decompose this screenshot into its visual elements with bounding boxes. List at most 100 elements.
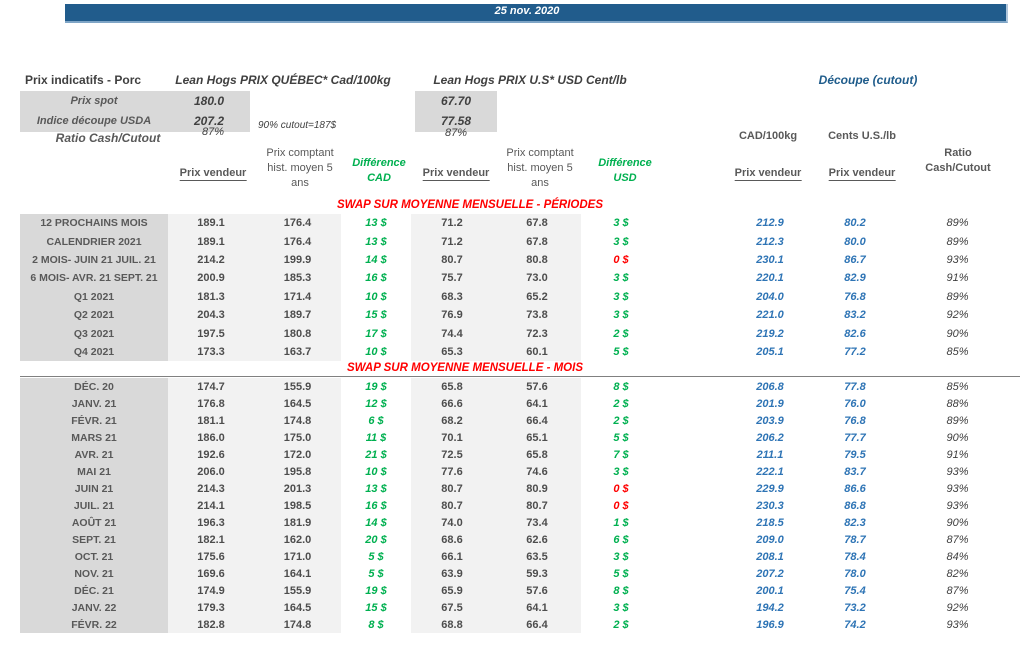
ratio-us-value: 87% [444, 127, 468, 139]
row-label: DÉC. 20 [20, 378, 168, 395]
hist-moyen-cad: 176.4 [254, 232, 341, 251]
hist-moyen-cad: 201.3 [254, 480, 341, 497]
hist-moyen-usd: 57.6 [493, 582, 581, 599]
hist-moyen-cad: 176.4 [254, 214, 341, 233]
cutout-cad: 220.1 [756, 272, 784, 285]
ratio-cash-cutout: 93% [946, 253, 969, 266]
difference-usd: 6 $ [613, 533, 629, 546]
ratio-quebec-value: 87% [201, 126, 225, 138]
difference-usd: 5 $ [613, 345, 629, 358]
prix-vendeur-cad: 196.3 [168, 514, 254, 531]
difference-cad: 13 $ [365, 217, 387, 230]
prix-vendeur-cad: 186.0 [168, 429, 254, 446]
prix-vendeur-usd: 80.7 [411, 250, 493, 270]
swap-periodes-table: 12 PROCHAINS MOIS 189.1 176.4 13 $ 71.2 67.8 3… [20, 214, 1020, 362]
hist-moyen-usd: 73.4 [493, 514, 581, 531]
spacer [661, 343, 725, 361]
cutout-cad: 230.1 [756, 253, 784, 266]
hist-moyen-cad: 155.9 [254, 582, 341, 599]
cutout-usd: 80.2 [844, 217, 866, 230]
difference-usd: 3 $ [613, 235, 629, 248]
hist-moyen-usd: 66.4 [493, 412, 581, 429]
hist-moyen-usd: 64.1 [493, 395, 581, 412]
prix-vendeur-usd: 66.6 [411, 395, 493, 412]
usda-us-value: 77.58 [440, 114, 472, 128]
difference-usd: 2 $ [613, 397, 629, 410]
prix-vendeur-cad: 192.6 [168, 446, 254, 463]
hist-moyen-cad: 171.4 [254, 287, 341, 306]
cutout-usd: 77.2 [844, 345, 866, 358]
hist-moyen-usd: 74.6 [493, 463, 581, 480]
col-hist-cad: Prix comptant hist. moyen 5 ans [266, 147, 334, 189]
difference-cad: 5 $ [368, 550, 384, 563]
cutout-cad: 194.2 [756, 601, 784, 614]
hist-moyen-cad: 198.5 [254, 497, 341, 514]
hist-moyen-usd: 65.8 [493, 446, 581, 463]
difference-cad: 17 $ [365, 327, 387, 340]
prix-vendeur-usd: 65.9 [411, 582, 493, 599]
hist-moyen-cad: 189.7 [254, 305, 341, 325]
spacer [661, 565, 725, 582]
spacer [661, 251, 725, 269]
difference-usd: 3 $ [613, 309, 629, 322]
hist-moyen-usd: 62.6 [493, 531, 581, 548]
prix-vendeur-cad: 189.1 [168, 232, 254, 251]
difference-cad: 10 $ [365, 290, 387, 303]
ratio-cash-cutout: 93% [946, 499, 969, 512]
difference-usd: 0 $ [613, 482, 629, 495]
cutout-cad: 204.0 [756, 290, 784, 303]
hist-moyen-usd: 67.8 [493, 214, 581, 233]
difference-cad: 10 $ [365, 465, 387, 478]
hist-moyen-usd: 65.1 [493, 429, 581, 446]
hist-moyen-cad: 155.9 [254, 378, 341, 395]
row-label: JANV. 22 [20, 599, 168, 616]
col-cutout-cad-unit: CAD/100kg [738, 130, 798, 142]
cutout-cad: 212.3 [756, 235, 784, 248]
prix-vendeur-usd: 71.2 [411, 214, 493, 233]
spacer [661, 480, 725, 497]
ratio-cash-cutout: 91% [946, 272, 969, 285]
ratio-cash-cutout: 91% [946, 448, 969, 461]
row-label: FÉVR. 21 [20, 412, 168, 429]
hist-moyen-usd: 67.8 [493, 232, 581, 251]
prix-vendeur-cad: 200.9 [168, 269, 254, 288]
cutout-usd: 76.0 [844, 397, 866, 410]
quebec-price-title: Lean Hogs PRIX QUÉBEC* Cad/100kg [175, 73, 391, 87]
difference-usd: 7 $ [613, 448, 629, 461]
difference-usd: 3 $ [613, 601, 629, 614]
ratio-cash-cutout: 89% [946, 217, 969, 230]
prix-vendeur-usd: 65.3 [411, 342, 493, 362]
prix-vendeur-usd: 74.0 [411, 514, 493, 531]
prix-vendeur-usd: 67.5 [411, 599, 493, 616]
cutout-usd: 86.7 [844, 253, 866, 266]
ratio-cash-cutout: 92% [946, 601, 969, 614]
hist-moyen-usd: 59.3 [493, 565, 581, 582]
cutout-usd: 78.7 [844, 533, 866, 546]
ratio-cash-cutout: 85% [946, 345, 969, 358]
ratio-cash-cutout: 90% [946, 327, 969, 340]
prix-vendeur-usd: 76.9 [411, 305, 493, 325]
spot-quebec-value: 180.0 [193, 94, 225, 108]
prix-vendeur-cad: 174.7 [168, 378, 254, 395]
prix-vendeur-usd: 74.4 [411, 324, 493, 343]
cutout-cad: 206.8 [756, 380, 784, 393]
prix-vendeur-cad: 204.3 [168, 305, 254, 325]
cutout-cad: 209.0 [756, 533, 784, 546]
cutout-usd: 83.7 [844, 465, 866, 478]
row-label: JUIN 21 [20, 480, 168, 497]
cutout-cad: 203.9 [756, 414, 784, 427]
cutout-usd: 76.8 [844, 414, 866, 427]
row-label: AOÛT 21 [20, 514, 168, 531]
hist-moyen-cad: 175.0 [254, 429, 341, 446]
section-divider-line [20, 376, 1020, 377]
prix-vendeur-cad: 206.0 [168, 463, 254, 480]
row-label: SEPT. 21 [20, 531, 168, 548]
ratio-cash-cutout: 82% [946, 567, 969, 580]
cutout-cad: 212.9 [756, 217, 784, 230]
usda-quebec-value: 207.2 [193, 114, 225, 128]
difference-usd: 0 $ [613, 253, 629, 266]
row-label: Q4 2021 [20, 342, 168, 362]
cutout-usd: 79.5 [844, 448, 866, 461]
row-label: NOV. 21 [20, 565, 168, 582]
spacer [661, 429, 725, 446]
